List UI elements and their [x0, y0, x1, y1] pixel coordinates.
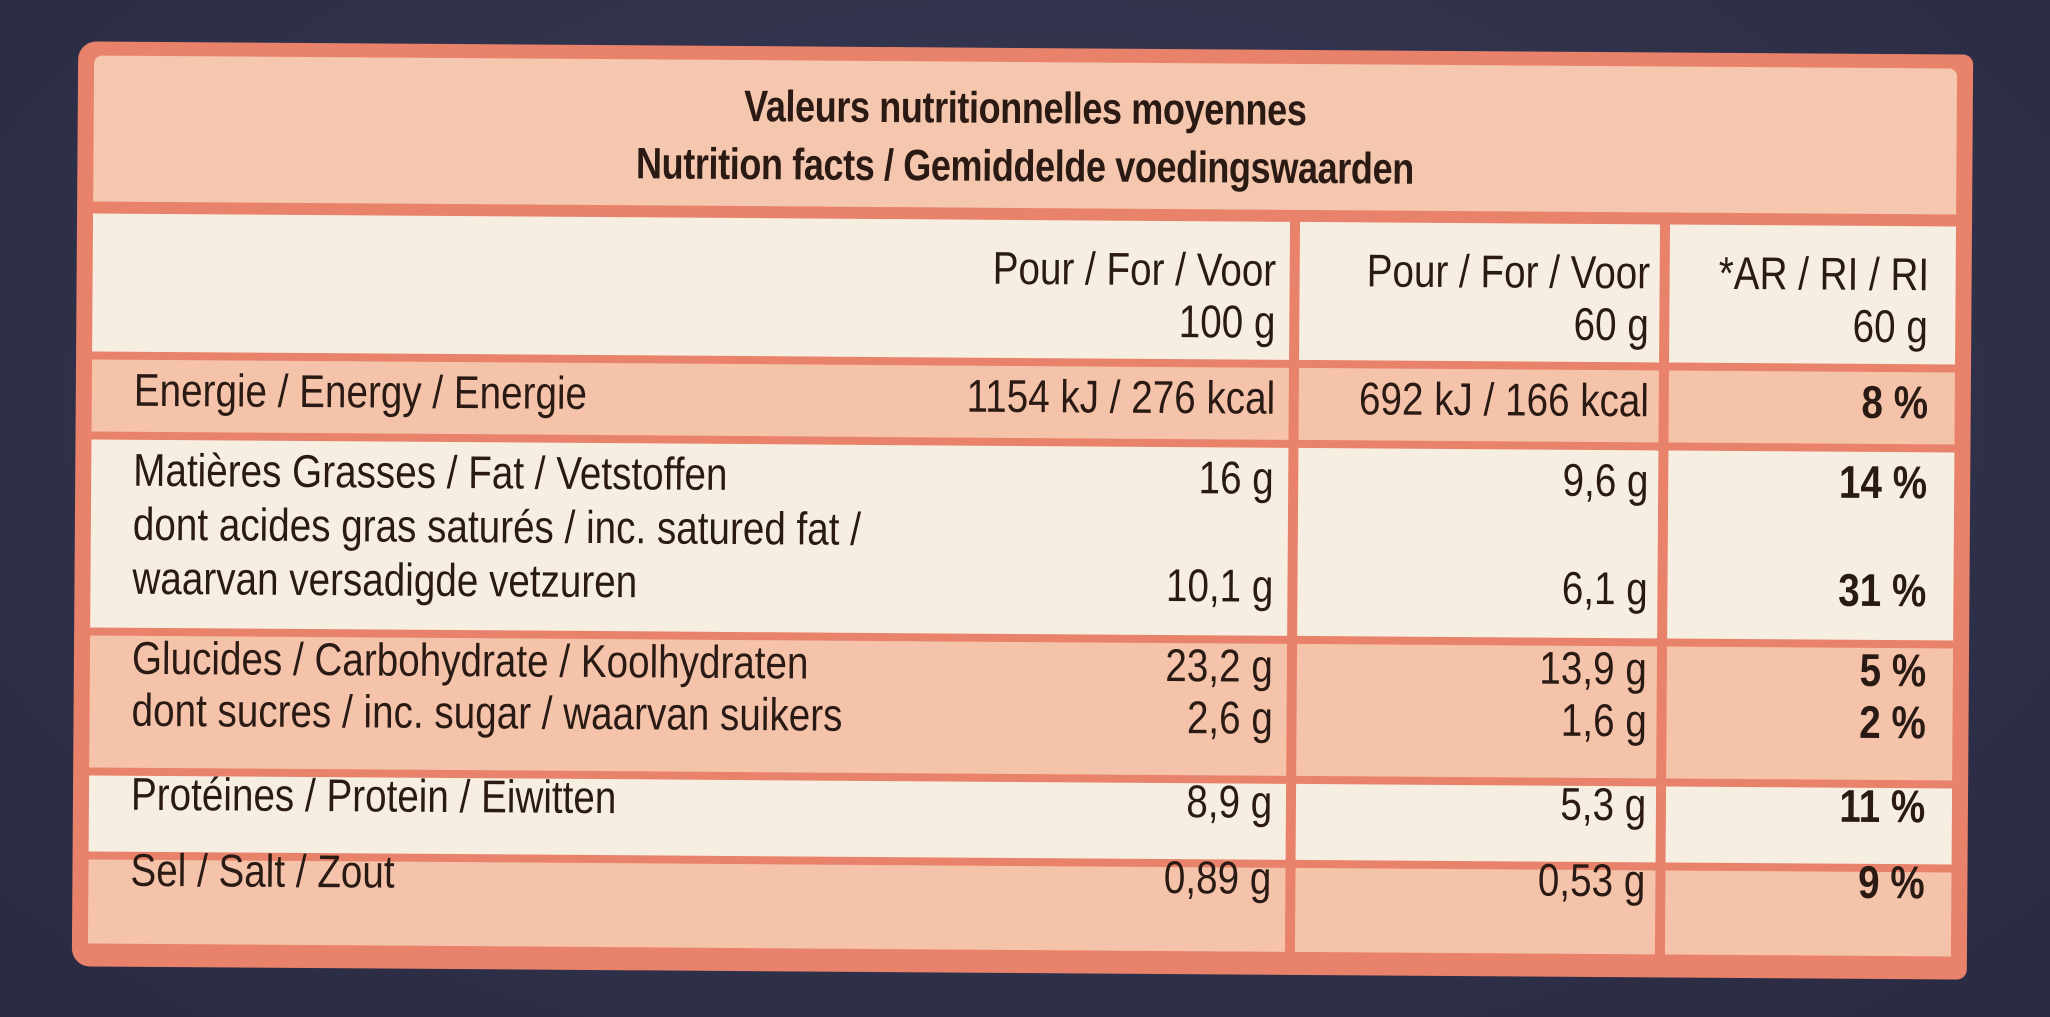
carbs-per100: 23,2 g — [1165, 639, 1274, 692]
protein-per100: 8,9 g — [1185, 775, 1273, 828]
fat-ri: 14 % — [1838, 455, 1928, 509]
per60-header-line1: Pour / For / Voor — [1366, 244, 1650, 299]
salt-ri: 9 % — [1857, 855, 1925, 909]
saturated-per60: 6,1 g — [1561, 561, 1648, 615]
energy-per60: 692 kJ / 166 kcal — [1358, 372, 1649, 427]
sugar-per100: 2,6 g — [1186, 691, 1273, 744]
protein-label: Protéines / Protein / Eiwitten — [130, 767, 617, 824]
protein-ri: 11 % — [1838, 779, 1926, 833]
sugar-label: dont sucres / inc. sugar / waarvan suike… — [131, 683, 843, 741]
fat-label: Matières Grasses / Fat / Vetstoffen — [133, 443, 728, 500]
fat-per60: 9,6 g — [1562, 453, 1649, 507]
salt-per100: 0,89 g — [1163, 850, 1272, 904]
per100-header-line1: Pour / For / Voor — [992, 241, 1276, 296]
sugar-per60: 1,6 g — [1560, 693, 1647, 747]
fat-per100: 16 g — [1198, 451, 1275, 504]
saturated-label-line2: waarvan versadigde vetzuren — [132, 551, 638, 608]
nutrition-table: Pour / For / Voor 100 g Pour / For / Voo… — [87, 213, 1957, 967]
carbs-per60: 13,9 g — [1539, 641, 1648, 695]
carbs-ri: 5 % — [1859, 643, 1927, 697]
per60-header-line2: 60 g — [1573, 297, 1650, 351]
protein-per60: 5,3 g — [1559, 777, 1647, 831]
saturated-label-line1: dont acides gras saturés / inc. satured … — [132, 497, 862, 555]
sugar-ri: 2 % — [1858, 695, 1926, 749]
saturated-per100: 10,1 g — [1165, 559, 1274, 612]
title-french: Valeurs nutritionnelles moyennes — [743, 82, 1307, 135]
energy-per100: 1154 kJ / 276 kcal — [966, 369, 1275, 424]
title-english-dutch: Nutrition facts / Gemiddelde voedingswaa… — [635, 139, 1414, 194]
nutrition-header: Valeurs nutritionnelles moyennes Nutriti… — [93, 55, 1958, 215]
ri-header-line1: *AR / RI / RI — [1718, 246, 1929, 301]
salt-label: Sel / Salt / Zout — [130, 843, 395, 898]
per100-header-line2: 100 g — [1178, 295, 1276, 348]
saturated-ri: 31 % — [1838, 563, 1927, 617]
salt-per60: 0,53 g — [1537, 853, 1646, 907]
nutrition-label: Valeurs nutritionnelles moyennes Nutriti… — [71, 41, 1974, 980]
energy-ri: 8 % — [1861, 375, 1928, 429]
carbs-label: Glucides / Carbohydrate / Koolhydraten — [131, 631, 809, 689]
ri-header-line2: 60 g — [1852, 299, 1929, 353]
energy-label: Energie / Energy / Energie — [133, 363, 588, 419]
